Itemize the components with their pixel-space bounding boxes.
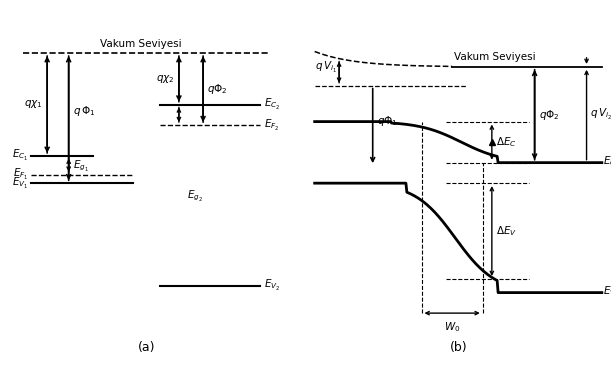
Text: $q\,V_{i_2}$: $q\,V_{i_2}$ <box>590 107 611 122</box>
Text: (b): (b) <box>450 341 467 354</box>
Text: (a): (a) <box>138 341 155 354</box>
Text: $E_{V_2}$: $E_{V_2}$ <box>603 285 611 300</box>
Text: $E_{g_1}$: $E_{g_1}$ <box>73 158 89 173</box>
Text: $E_{C_2}$: $E_{C_2}$ <box>603 155 611 170</box>
Text: Vakum Seviyesi: Vakum Seviyesi <box>100 39 182 49</box>
Text: $q\chi_2$: $q\chi_2$ <box>156 73 175 85</box>
Text: $q\Phi_2$: $q\Phi_2$ <box>207 82 228 96</box>
Text: $E_{V_2}$: $E_{V_2}$ <box>263 278 280 293</box>
Text: $E_{C_2}$: $E_{C_2}$ <box>263 97 280 112</box>
Text: $q\chi_1$: $q\chi_1$ <box>24 98 43 111</box>
Text: $q\,V_{i_1}$: $q\,V_{i_1}$ <box>315 60 337 75</box>
Text: $\Delta E_V$: $\Delta E_V$ <box>496 224 518 238</box>
Text: $q\Phi_2$: $q\Phi_2$ <box>540 108 560 122</box>
Text: $E_{g_2}$: $E_{g_2}$ <box>187 188 203 203</box>
Text: $E_{F_2}$: $E_{F_2}$ <box>263 117 279 133</box>
Text: $q\Phi_1$: $q\Phi_1$ <box>378 114 398 128</box>
Text: $E_{C_1}$: $E_{C_1}$ <box>12 148 28 163</box>
Text: Vakum Seviyesi: Vakum Seviyesi <box>454 52 536 62</box>
Text: $W_0$: $W_0$ <box>444 320 460 334</box>
Text: $\Delta E_C$: $\Delta E_C$ <box>496 135 517 149</box>
Text: $E_{F_1}$: $E_{F_1}$ <box>13 167 28 182</box>
Text: $E_{V_1}$: $E_{V_1}$ <box>12 176 28 191</box>
Text: $q\,\Phi_1$: $q\,\Phi_1$ <box>73 105 95 118</box>
